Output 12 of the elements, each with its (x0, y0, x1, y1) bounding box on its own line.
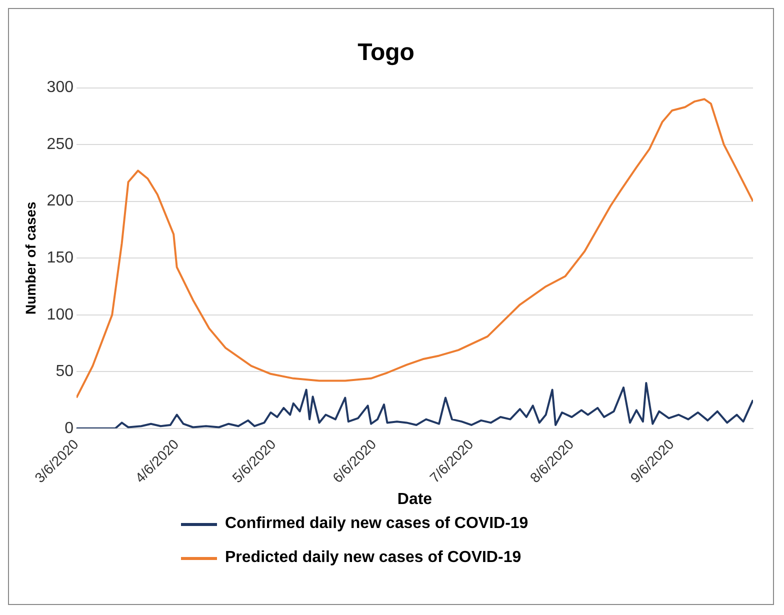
chart-title: Togo (358, 39, 414, 66)
y-tick-label: 100 (46, 306, 74, 324)
x-axis-title: Date (397, 490, 432, 508)
y-tick-label: 250 (46, 136, 74, 153)
y-tick-label: 200 (46, 192, 74, 210)
y-tick-label: 150 (46, 250, 74, 266)
y-tick-label: 0 (64, 420, 74, 437)
y-axis-title: Number of cases (22, 201, 38, 315)
y-tick-label: 300 (46, 79, 74, 96)
y-tick-label: 50 (56, 363, 74, 380)
legend-label: Confirmed daily new cases of COVID-19 (225, 515, 528, 533)
legend-label: Predicted daily new cases of COVID-19 (225, 549, 522, 567)
